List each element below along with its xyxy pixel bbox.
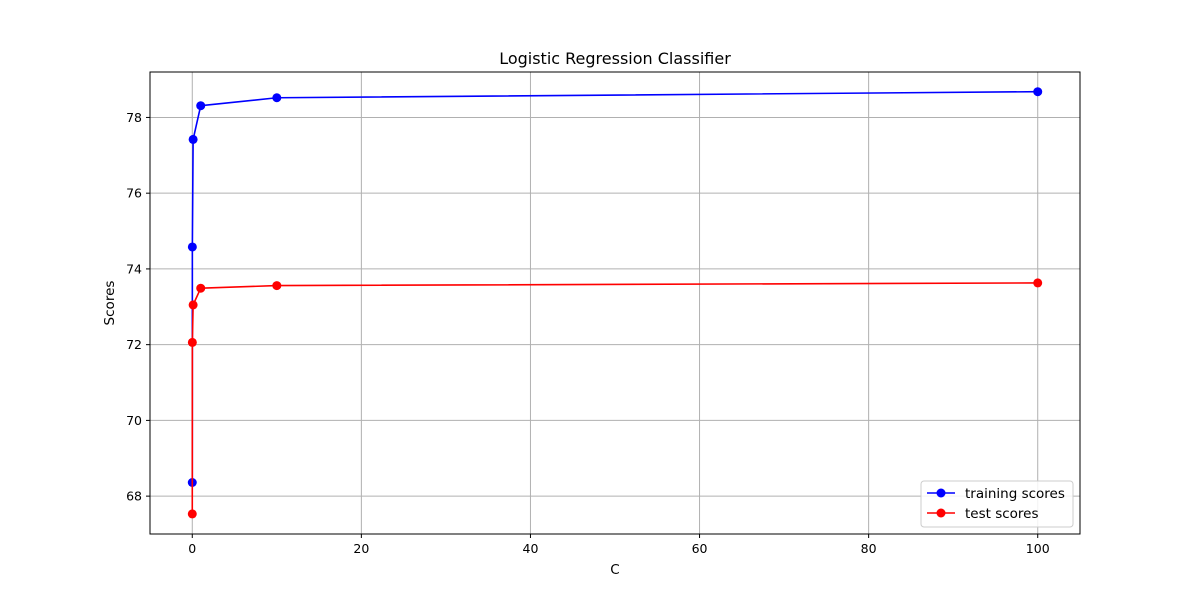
y-tick-label: 74 [126, 261, 142, 276]
legend-marker-test [936, 508, 946, 518]
data-point-series-0 [272, 93, 282, 103]
legend-box [920, 480, 1074, 528]
axis-ticks: 0 20 40 60 80 100 68 70 72 74 76 78 [126, 110, 1050, 556]
data-point-series-0 [1033, 87, 1043, 97]
legend-label-training: training scores [965, 486, 1065, 502]
data-point-series-0 [187, 242, 197, 252]
data-point-series-1 [196, 283, 206, 293]
x-tick-label: 80 [861, 541, 877, 556]
series-line-1 [191, 282, 1038, 514]
data-point-series-1 [187, 337, 197, 347]
series-layer [187, 87, 1043, 519]
x-tick-label: 60 [692, 541, 708, 556]
data-point-series-1 [188, 300, 198, 310]
x-tick-label: 20 [353, 541, 369, 556]
y-tick-label: 78 [126, 110, 142, 125]
data-point-series-1 [1033, 278, 1043, 288]
x-axis-label: C [610, 562, 619, 578]
y-tick-label: 70 [126, 413, 142, 428]
y-tick-label: 72 [126, 337, 142, 352]
data-point-series-0 [196, 101, 206, 111]
legend: training scores test scores [920, 480, 1074, 528]
legend-label-test: test scores [965, 506, 1039, 522]
y-axis-label: Scores [102, 281, 118, 326]
y-tick-label: 68 [126, 489, 142, 504]
plot-area-frame [149, 71, 1081, 535]
x-tick-label: 0 [188, 541, 196, 556]
data-point-series-1 [272, 281, 282, 291]
data-point-series-1 [187, 509, 197, 519]
legend-marker-training [936, 488, 946, 498]
chart-title: Logistic Regression Classifier [499, 49, 731, 68]
data-point-series-0 [188, 134, 198, 144]
x-tick-label: 100 [1026, 541, 1050, 556]
x-tick-label: 40 [523, 541, 539, 556]
series-line-0 [191, 90, 1038, 483]
y-tick-label: 76 [126, 186, 142, 201]
